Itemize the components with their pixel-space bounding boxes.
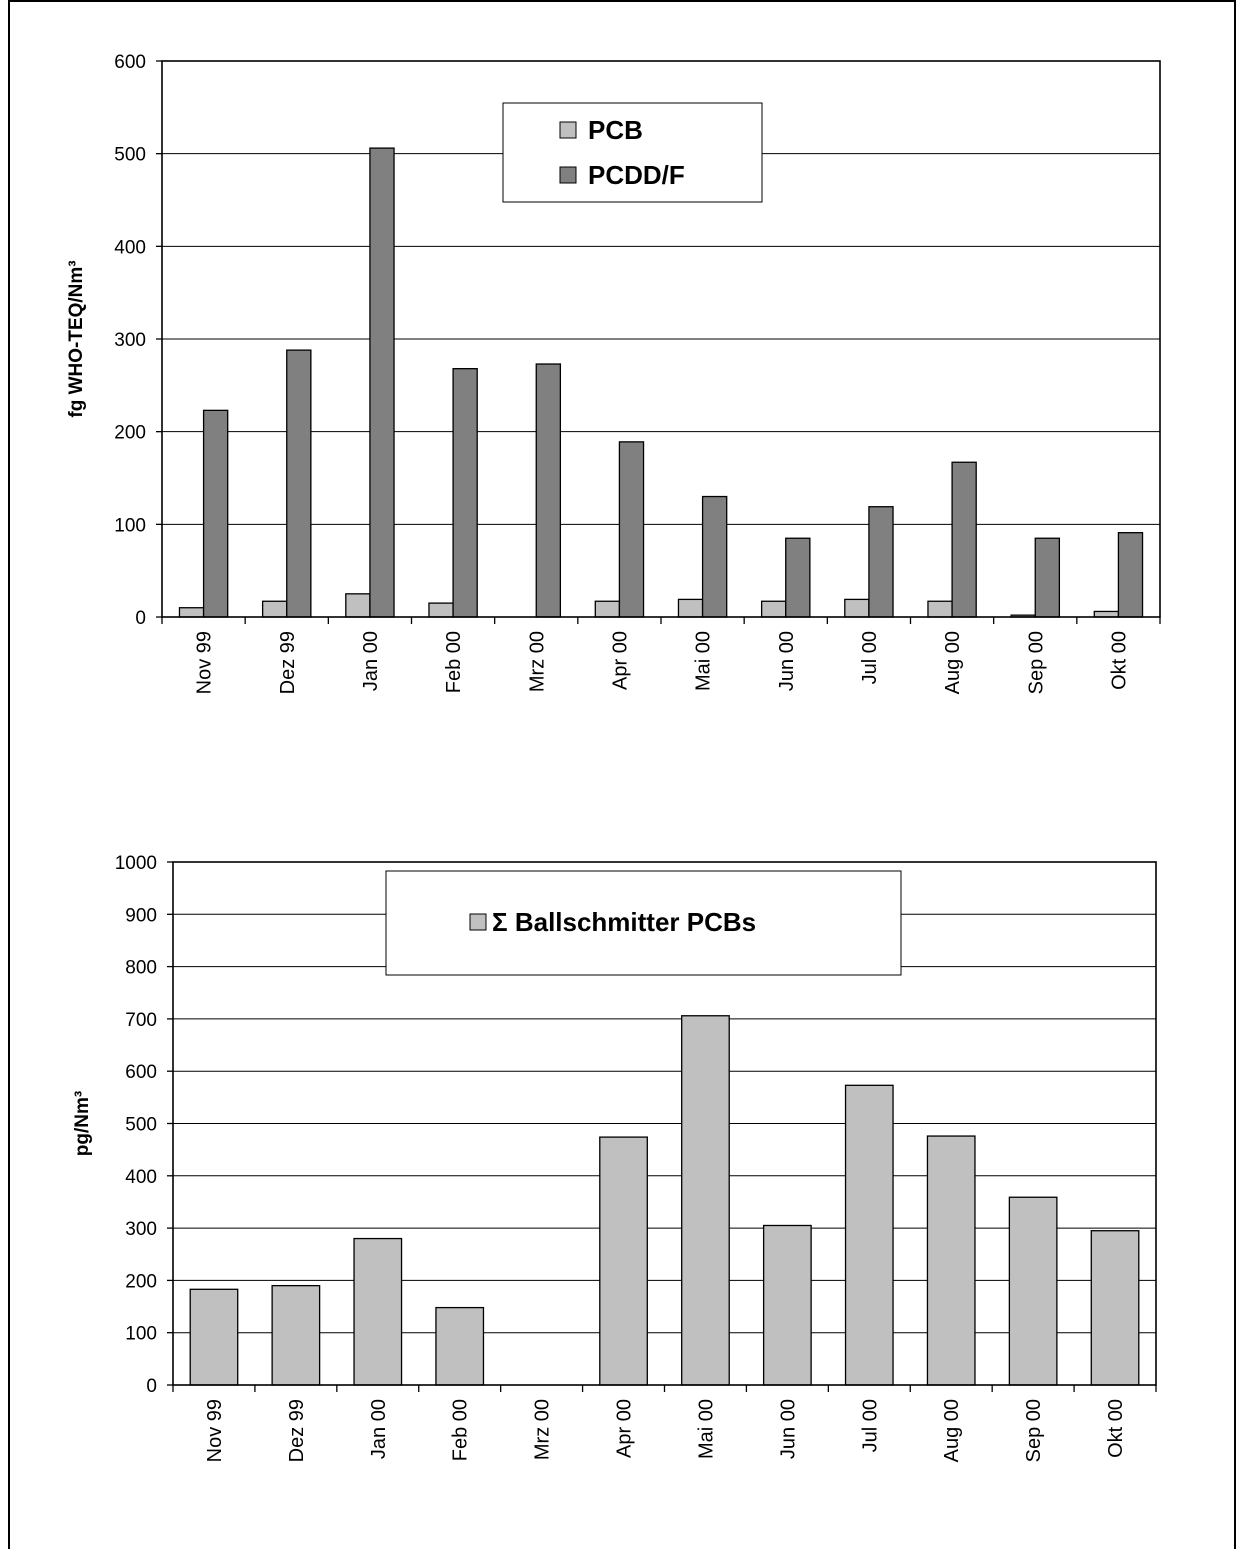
y-tick-label: 0 — [146, 1376, 157, 1397]
bar--ballschmitter-pcbs-nov-99 — [189, 1288, 239, 1386]
x-tick-label: Jul 00 — [859, 1399, 881, 1452]
legend-box — [502, 102, 763, 203]
bar-pcdd-f-feb-00 — [452, 368, 478, 618]
x-tick-label: Nov 99 — [204, 1399, 226, 1462]
y-tick-label: 600 — [114, 52, 146, 73]
y-tick-label: 100 — [125, 1324, 157, 1345]
x-tick-label: Apr 00 — [609, 631, 631, 690]
bar-pcb-feb-00 — [428, 602, 454, 618]
y-tick-label: 500 — [114, 145, 146, 166]
bar-pcb-dez-99 — [261, 600, 288, 618]
x-tick-label: Mrz 00 — [526, 631, 548, 692]
bar-pcb-jul-00 — [844, 598, 870, 618]
bar--ballschmitter-pcbs-sep-00 — [1008, 1196, 1058, 1386]
y-tick-label: 800 — [125, 958, 157, 979]
y-tick-label: 300 — [125, 1219, 157, 1240]
y-tick-label: 100 — [114, 515, 146, 536]
bar-pcb-nov-99 — [178, 607, 205, 618]
legend-label: Σ Ballschmitter PCBs — [492, 907, 756, 937]
x-tick-label: Okt 00 — [1105, 1399, 1127, 1458]
x-tick-label: Jun 00 — [777, 1399, 799, 1459]
x-tick-label: Sep 00 — [1025, 631, 1047, 694]
legend-swatch — [469, 913, 487, 931]
bar-pcb-okt-00 — [1093, 610, 1120, 618]
bar-pcb-mai-00 — [677, 598, 704, 618]
bar-pcdd-f-mai-00 — [701, 495, 728, 618]
y-tick-label: 600 — [125, 1062, 157, 1083]
y-tick-label: 1000 — [115, 853, 157, 874]
x-tick-label: Jan 00 — [360, 631, 382, 691]
bar--ballschmitter-pcbs-mai-00 — [681, 1015, 730, 1386]
bar-pcdd-f-jul-00 — [868, 506, 894, 618]
bar--ballschmitter-pcbs-jul-00 — [844, 1084, 894, 1386]
bar-pcdd-f-mrz-00 — [535, 363, 562, 618]
x-tick-label: Aug 00 — [941, 1399, 963, 1462]
bar-pcdd-f-jun-00 — [785, 537, 811, 618]
y-tick-label: 400 — [114, 237, 146, 258]
x-tick-label: Feb 00 — [450, 1399, 472, 1461]
bar-pcb-jan-00 — [345, 593, 371, 618]
bar--ballschmitter-pcbs-aug-00 — [926, 1135, 976, 1386]
x-tick-label: Feb 00 — [443, 631, 465, 693]
x-tick-label: Jul 00 — [859, 631, 881, 684]
x-tick-label: Nov 99 — [194, 631, 216, 694]
x-tick-label: Mai 00 — [693, 631, 715, 691]
bar--ballschmitter-pcbs-jan-00 — [353, 1237, 403, 1386]
y-tick-label: 200 — [125, 1271, 157, 1292]
y-tick-label: 500 — [125, 1115, 157, 1136]
x-tick-label: Mai 00 — [695, 1399, 717, 1459]
y-tick-label: 900 — [125, 905, 157, 926]
x-tick-label: Jun 00 — [776, 631, 798, 691]
bar-pcdd-f-jan-00 — [369, 147, 395, 618]
chart-2: 0 100 200 300 400 500 600 700 800 900 1000 Nov 99 De… — [72, 853, 1157, 1462]
x-tick-label: Aug 00 — [942, 631, 964, 694]
legend-swatch — [559, 166, 577, 184]
bar--ballschmitter-pcbs-dez-99 — [271, 1284, 321, 1386]
x-tick-label: Sep 00 — [1023, 1399, 1045, 1462]
bar--ballschmitter-pcbs-okt-00 — [1090, 1230, 1140, 1386]
bar--ballschmitter-pcbs-jun-00 — [762, 1224, 812, 1386]
bar--ballschmitter-pcbs-feb-00 — [435, 1306, 485, 1386]
y-tick-label: 400 — [125, 1167, 157, 1188]
y-tick-label: 200 — [114, 423, 146, 444]
x-tick-label: Dez 99 — [277, 631, 299, 694]
x-tick-label: Okt 00 — [1108, 631, 1130, 690]
chart-1: 0 100 200 300 400 500 600 Nov 99 Dez 99 Jan 00 Feb… — [66, 52, 1161, 694]
y-tick-label: 0 — [135, 608, 146, 629]
y-tick-label: 700 — [125, 1010, 157, 1031]
y-tick-label: 300 — [114, 330, 146, 351]
y-axis-label: fg WHO-TEQ/Nm³ — [66, 260, 87, 417]
legend-swatch — [559, 121, 577, 139]
x-tick-label: Jan 00 — [368, 1399, 390, 1459]
bar-pcb-jun-00 — [760, 600, 787, 618]
bar-pcdd-f-aug-00 — [951, 461, 977, 618]
bar--ballschmitter-pcbs-apr-00 — [599, 1136, 648, 1386]
x-tick-label: Apr 00 — [614, 1399, 636, 1458]
figure-frame — [8, 0, 1236, 1549]
bar-pcb-apr-00 — [594, 600, 621, 618]
bar-pcb-aug-00 — [927, 600, 953, 618]
legend-label: PCDD/F — [588, 160, 685, 190]
bar-pcdd-f-sep-00 — [1034, 537, 1061, 618]
x-tick-label: Mrz 00 — [532, 1399, 554, 1460]
x-tick-label: Dez 99 — [286, 1399, 308, 1462]
bar-pcdd-f-nov-99 — [202, 409, 229, 618]
bar-pcdd-f-okt-00 — [1117, 532, 1144, 618]
bar-pcdd-f-dez-99 — [286, 349, 312, 618]
bar-pcdd-f-apr-00 — [618, 441, 645, 618]
y-axis-label: pg/Nm³ — [72, 1091, 93, 1156]
legend-label: PCB — [588, 115, 643, 145]
